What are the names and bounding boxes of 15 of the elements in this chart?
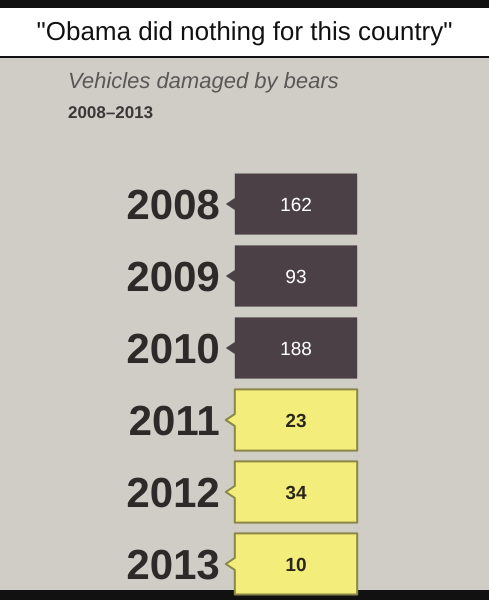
y-tick-label: 2009	[126, 253, 220, 300]
y-tick-label: 2010	[126, 325, 220, 372]
y-tick-label: 2012	[126, 468, 220, 516]
data-label: 34	[285, 482, 307, 504]
data-label: 162	[280, 195, 312, 216]
chart-title: Vehicles damaged by bears	[68, 68, 339, 93]
y-tick-label: 2008	[126, 181, 220, 228]
data-label: 188	[280, 339, 312, 360]
text: "Obama did nothing for this country"	[36, 16, 452, 46]
y-tick-label: 2013	[126, 540, 220, 588]
chart-subtitle: 2008–2013	[68, 103, 154, 122]
data-label: 93	[285, 267, 307, 288]
y-tick-label: 2011	[128, 396, 220, 444]
data-label: 23	[285, 410, 307, 432]
data-label: 10	[285, 554, 307, 576]
